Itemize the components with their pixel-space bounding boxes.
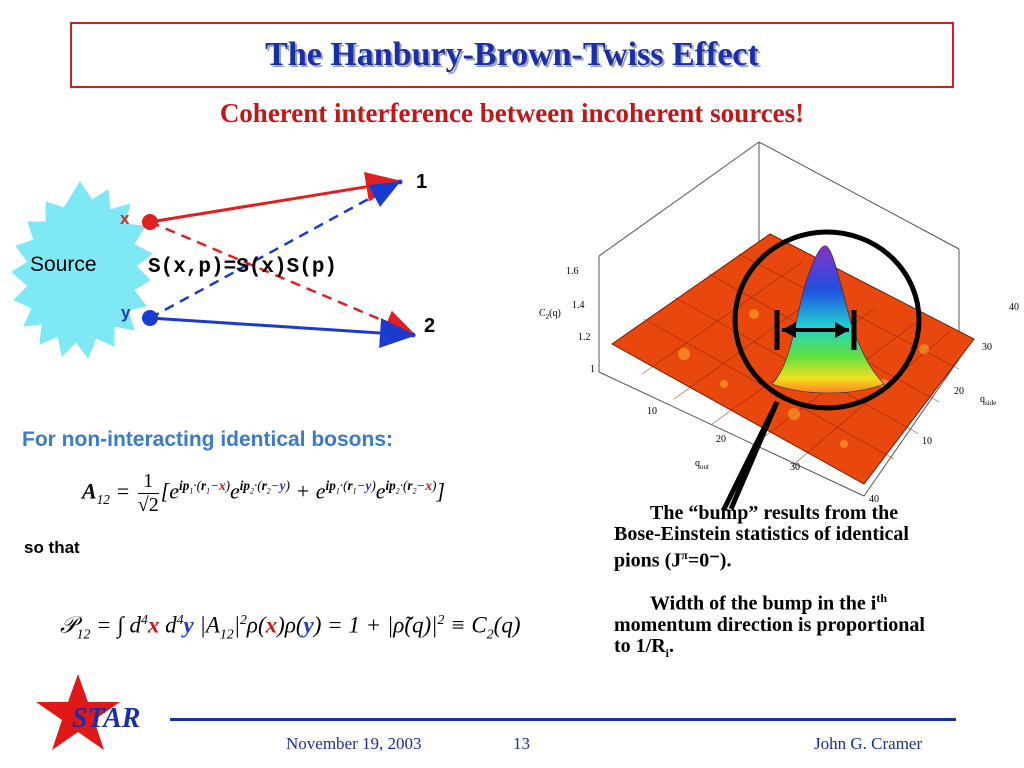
path-y-to-1 [149,181,401,320]
path-x-to-2 [149,220,415,334]
z-tick-1.4: 1.4 [572,300,585,311]
qout-axis-label: qout [695,458,709,471]
qside-tick-10: 10 [922,436,932,447]
qout-tick-10: 10 [647,406,657,417]
detector-2-dot [410,332,416,338]
point-x [142,214,158,230]
detector-2-label: 2 [424,315,436,337]
qside-tick-30: 30 [982,342,992,353]
qout-tick-40: 40 [869,494,879,505]
z-tick-1: 1 [590,364,595,375]
width-arrow-head-left [782,322,796,338]
footer-rule [170,718,956,721]
so-that-label: so that [24,538,80,557]
path-x-to-1 [149,172,402,224]
path-y-to-2 [149,316,416,349]
width-explanation: Width of the bump in the ith momentum di… [614,591,925,660]
star-logo-icon [36,674,120,750]
y-label: y [121,303,131,322]
footer-page-number: 13 [513,734,530,753]
boson-heading: For non-interacting identical bosons: [22,428,394,451]
detector-1-label: 1 [416,171,428,193]
correlation-bump [771,245,885,394]
title-box: The Hanbury-Brown-Twiss Effect [70,22,954,88]
slide-subtitle: Coherent interference between incoherent… [219,98,805,128]
bump-explanation: The “bump” results from the Bose-Einstei… [614,502,909,572]
source-factorization-formula: S(x,p)=S(x)S(p) [148,256,338,279]
qout-tick-30: 30 [790,462,800,473]
probability-equation: 𝒫12 = ∫ d4x d4y |A12|2ρ(x)ρ(y) = 1 + |ρ̃… [60,612,521,642]
point-y [142,310,158,326]
footer-date: November 19, 2003 [286,734,422,753]
z-axis-label: C2(q) [539,308,561,321]
source-label: Source [30,253,97,276]
qside-tick-40: 40 [1009,302,1019,313]
qout-tick-20: 20 [716,434,726,445]
bump-highlight-circle [732,229,922,411]
detector-1-dot [397,179,403,185]
slide-title: The Hanbury-Brown-Twiss Effect [265,36,759,73]
correlation-surface-plot: 1.6 1.4 1.2 1 C2(q) 10 20 30 40 qout 10 … [539,141,1019,510]
footer-author: John G. Cramer [814,734,923,753]
qside-axis-label: qside [980,394,996,407]
z-tick-1.6: 1.6 [566,266,579,277]
star-logo-text: STAR [72,703,141,734]
z-tick-1.2: 1.2 [578,332,591,343]
x-label: x [120,209,130,228]
qside-tick-20: 20 [954,386,964,397]
hbt-source-diagram [11,172,416,360]
pointer-line-2 [720,400,780,510]
amplitude-equation: A12 = 1 √2 [eip1·(r1−x)eip2·(r2−y) + eip… [82,470,445,516]
width-arrow-head-right [835,322,849,338]
